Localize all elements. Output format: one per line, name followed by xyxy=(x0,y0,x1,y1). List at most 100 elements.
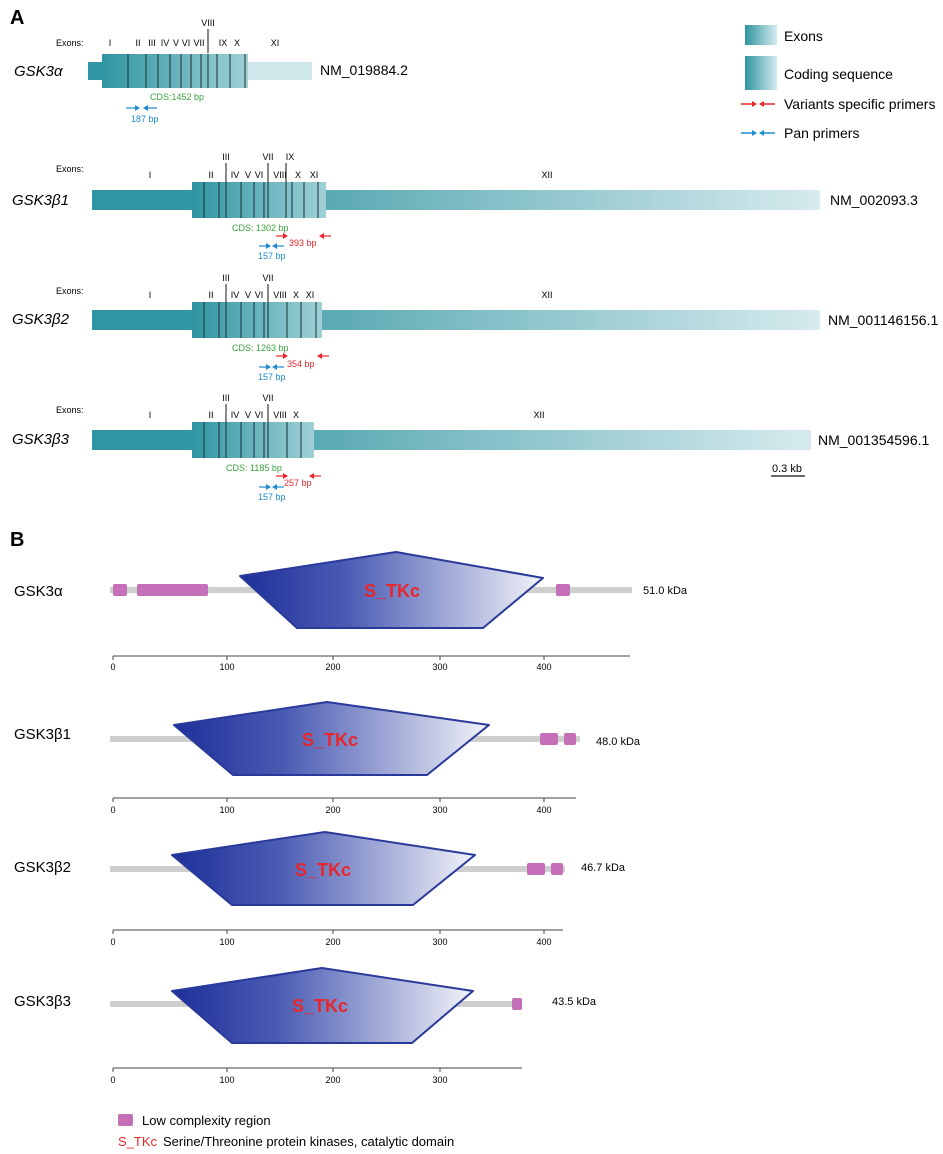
exon-boundaries xyxy=(203,182,319,218)
exon-label: XII xyxy=(533,410,544,420)
axis-tick-label: 200 xyxy=(325,662,340,672)
legend-pan-primer-icon xyxy=(741,130,775,136)
axis-tick-label: 0 xyxy=(110,805,115,815)
residue-axis: 0 100 200 300 400 xyxy=(110,655,630,672)
exon-label: I xyxy=(149,290,152,300)
utr-3 xyxy=(326,190,820,210)
exon-label: III xyxy=(148,38,156,48)
cds-box xyxy=(192,182,326,218)
legend-stkc-abbrev: S_TKc xyxy=(118,1134,158,1149)
exon-label: II xyxy=(208,170,213,180)
exon-label: V xyxy=(173,38,179,48)
axis-tick-label: 200 xyxy=(325,805,340,815)
protein-name: GSK3β1 xyxy=(14,726,71,743)
utr-5 xyxy=(88,62,103,80)
exon-label: XII xyxy=(541,290,552,300)
axis-tick-label: 100 xyxy=(219,662,234,672)
legend-low-complexity-label: Low complexity region xyxy=(142,1113,271,1128)
axis-tick-label: 300 xyxy=(432,937,447,947)
protein-gsk3a: GSK3α S_TKc 51.0 kDa 0 100 200 300 400 xyxy=(14,551,688,672)
axis-tick-label: 300 xyxy=(432,1075,447,1085)
pan-product-size: 157 bp xyxy=(258,372,286,382)
gene-name: GSK3β1 xyxy=(12,192,69,209)
low-complexity-region xyxy=(113,584,127,596)
exon-label: I xyxy=(149,170,152,180)
legend-variant-primer-label: Variants specific primers xyxy=(784,96,935,112)
accession: NM_001354596.1 xyxy=(818,432,930,448)
kinase-domain xyxy=(239,551,544,629)
exon-label: VIII xyxy=(273,170,287,180)
kinase-domain xyxy=(171,967,474,1044)
exon-label: III xyxy=(222,393,230,403)
exon-label: X xyxy=(234,38,240,48)
exon-label: V xyxy=(245,290,251,300)
axis-tick-label: 100 xyxy=(219,937,234,947)
utr-5 xyxy=(92,310,193,330)
kinase-domain xyxy=(171,831,476,906)
legend-exon-swatch xyxy=(745,25,777,45)
utr-3 xyxy=(248,62,312,80)
domain-label: S_TKc xyxy=(295,860,351,880)
exon-label: I xyxy=(149,410,152,420)
exon-label: X xyxy=(293,290,299,300)
exon-label: IV xyxy=(161,38,170,48)
exon-label: VII xyxy=(262,393,273,403)
exon-label: I xyxy=(109,38,112,48)
domain-label: S_TKc xyxy=(364,581,420,601)
scale-bar: 0.3 kb xyxy=(771,463,805,477)
scale-bar-label: 0.3 kb xyxy=(772,463,802,475)
residue-axis: 0 100 200 300 400 xyxy=(110,929,563,947)
variant-primers xyxy=(276,353,329,359)
exon-label: IX xyxy=(219,38,228,48)
molecular-mass: 51.0 kDa xyxy=(643,585,688,597)
gene-name: GSK3α xyxy=(14,63,63,80)
variant-primers xyxy=(276,233,331,239)
low-complexity-region xyxy=(540,733,558,745)
axis-tick-label: 200 xyxy=(325,1075,340,1085)
panel-a-label: A xyxy=(10,7,24,29)
exon-label: IX xyxy=(286,152,295,162)
gene-name: GSK3β3 xyxy=(12,431,70,448)
exon-label: VII xyxy=(262,152,273,162)
cds-length: CDS: 1263 bp xyxy=(232,343,289,353)
protein-gsk3b1: GSK3β1 S_TKc 48.0 kDa 0 100 200 300 400 xyxy=(14,701,641,815)
gene-gsk3b3: Exons: III VII I II IV V VI VIII X XII G… xyxy=(12,393,930,502)
residue-axis: 0 100 200 300 400 xyxy=(110,797,576,815)
variant-product-size: 257 bp xyxy=(284,478,312,488)
axis-tick-label: 300 xyxy=(432,662,447,672)
exon-label: III xyxy=(222,152,230,162)
axis-tick-label: 100 xyxy=(219,805,234,815)
pan-primers xyxy=(259,364,284,370)
exon-label: VI xyxy=(255,410,264,420)
exon-label: VIII xyxy=(273,410,287,420)
low-complexity-region xyxy=(564,733,576,745)
cds-box xyxy=(192,302,322,338)
axis-tick-label: 0 xyxy=(110,937,115,947)
pan-primers xyxy=(259,484,284,490)
exon-label: X xyxy=(295,170,301,180)
legend-coding-swatch xyxy=(745,56,777,90)
accession: NM_019884.2 xyxy=(320,62,408,78)
protein-gsk3b2: GSK3β2 S_TKc 46.7 kDa 0 100 200 300 400 xyxy=(14,831,626,947)
exon-label: V xyxy=(245,410,251,420)
exon-label: II xyxy=(208,410,213,420)
exon-label: VII xyxy=(262,273,273,283)
accession: NM_002093.3 xyxy=(830,192,918,208)
protein-name: GSK3β3 xyxy=(14,993,71,1010)
exon-label: VI xyxy=(182,38,191,48)
utr-5 xyxy=(92,190,193,210)
cds-box xyxy=(192,422,314,458)
exon-label: III xyxy=(222,273,230,283)
residue-axis: 0 100 200 300 xyxy=(110,1067,522,1085)
molecular-mass: 43.5 kDa xyxy=(552,996,597,1008)
axis-tick-label: 400 xyxy=(536,937,551,947)
domain-label: S_TKc xyxy=(292,996,348,1016)
cds-length: CDS:1452 bp xyxy=(150,92,204,102)
axis-tick-label: 400 xyxy=(536,805,551,815)
axis-tick-label: 300 xyxy=(432,805,447,815)
protein-name: GSK3β2 xyxy=(14,859,71,876)
axis-tick-label: 100 xyxy=(219,1075,234,1085)
pan-product-size: 187 bp xyxy=(131,114,159,124)
axis-tick-label: 0 xyxy=(110,662,115,672)
protein-gsk3b3: GSK3β3 S_TKc 43.5 kDa 0 100 200 300 xyxy=(14,967,597,1085)
